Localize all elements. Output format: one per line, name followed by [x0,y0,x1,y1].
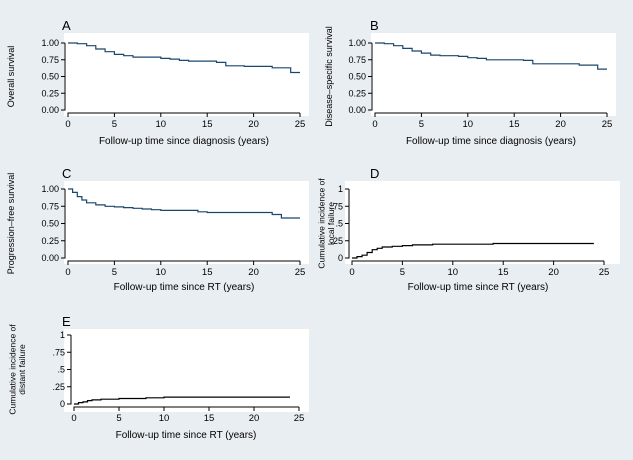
series-curve [352,242,594,259]
x-tick-label: 20 [249,413,260,424]
x-tick-label: 5 [112,119,117,130]
panel-C: C 0.00 0.25 0.50 0.75 1.00 0 5 10 15 20 25 Progress… [6,166,309,293]
y-tick-label: 1 [60,330,65,340]
series-curve [68,188,300,219]
y-tick-label: .25 [330,236,343,246]
panel-label: D [370,166,379,181]
y-tick-label: 0.75 [348,55,366,65]
y-axis-label: Overall survival [6,46,16,108]
series-curve [375,42,607,70]
panel-A: A 0.00 0.25 0.50 0.75 1.00 0 5 10 15 20 25 Overall … [6,18,309,147]
plot-content: 0.00 0.25 0.50 0.75 1.00 0 5 10 15 20 25 Progressio… [6,173,305,278]
x-tick-label: 20 [248,119,259,130]
y-tick-label: 0.50 [41,219,59,229]
x-tick-label: 10 [156,119,167,130]
y-tick-label: 1 [338,184,343,194]
y-tick-label: .75 [52,347,65,357]
y-tick-label: 0 [338,253,343,263]
plot-area [64,329,309,412]
x-tick-label: 10 [159,413,170,424]
x-tick-label: 10 [448,267,459,278]
y-tick-label: 0.25 [41,236,59,246]
panel-label: C [62,166,71,181]
x-tick-label: 25 [294,413,305,424]
panel-label: E [62,314,71,329]
x-tick-label: 25 [295,267,306,278]
y-tick-label: .25 [52,382,65,392]
y-tick-label: 0.25 [41,88,59,98]
x-tick-label: 15 [498,267,509,278]
y-tick-label: 0 [60,399,65,409]
y-tick-label: 0.75 [41,201,59,211]
x-axis-label: Follow-up time since RT (years) [116,430,257,441]
y-tick-label: 0.50 [41,72,59,82]
panel-label: A [62,18,71,33]
y-axis-label: Cumulative incidence ofdistant failure [7,324,27,415]
y-tick-label: .75 [330,201,343,211]
y-tick-label: 0.50 [348,72,366,82]
x-tick-label: 25 [602,119,613,130]
y-axis-label: Progression–free survival [6,173,16,275]
x-axis-label: Follow-up time since diagnosis (years) [406,136,576,147]
x-tick-label: 15 [204,413,215,424]
plot-content: 0.00 0.25 0.50 0.75 1.00 0 5 10 15 20 25 Disease–sp… [324,26,612,130]
x-tick-label: 15 [202,119,213,130]
y-tick-label: 0.25 [348,88,366,98]
x-axis-label: Follow-up time since diagnosis (years) [99,136,269,147]
y-axis-label: Cumulative incidence oflocal failure [316,178,336,269]
x-tick-label: 5 [419,119,424,130]
x-tick-label: 0 [372,119,377,130]
x-tick-label: 0 [71,413,76,424]
y-tick-label: 0.00 [41,105,59,115]
plot-area [64,181,309,264]
x-tick-label: 0 [349,267,354,278]
y-tick-label: 1.00 [348,38,366,48]
x-tick-label: 20 [248,267,259,278]
x-tick-label: 5 [116,413,121,424]
series-curve [74,396,290,405]
x-tick-label: 10 [463,119,474,130]
y-tick-label: 1.00 [41,38,59,48]
x-tick-label: 25 [295,119,306,130]
plot-area [371,33,616,116]
x-tick-label: 0 [65,119,70,130]
x-tick-label: 0 [65,267,70,278]
y-tick-label: 0.75 [41,55,59,65]
x-tick-label: 5 [400,267,405,278]
plot-content: 0.00 0.25 0.50 0.75 1.00 0 5 10 15 20 25 Overall su… [6,38,305,130]
x-tick-label: 15 [202,267,213,278]
plot-area [345,181,620,264]
y-axis-label: Disease–specific survival [324,26,334,127]
y-tick-label: 1.00 [41,184,59,194]
y-tick-label: .5 [57,365,65,375]
x-axis-label: Follow-up time since RT (years) [408,282,549,293]
x-axis-label: Follow-up time since RT (years) [114,282,255,293]
y-tick-label: 0.00 [348,105,366,115]
x-tick-label: 10 [156,267,167,278]
panel-B: B 0.00 0.25 0.50 0.75 1.00 0 5 10 15 20 25 Disease–… [324,18,616,147]
y-tick-label: .5 [335,219,343,229]
plot-area [64,33,309,116]
x-tick-label: 20 [548,267,559,278]
x-tick-label: 15 [509,119,520,130]
series-curve [68,42,300,74]
x-tick-label: 5 [112,267,117,278]
panel-label: B [370,18,379,33]
x-tick-label: 20 [555,119,566,130]
x-tick-label: 25 [599,267,610,278]
y-tick-label: 0.00 [41,253,59,263]
